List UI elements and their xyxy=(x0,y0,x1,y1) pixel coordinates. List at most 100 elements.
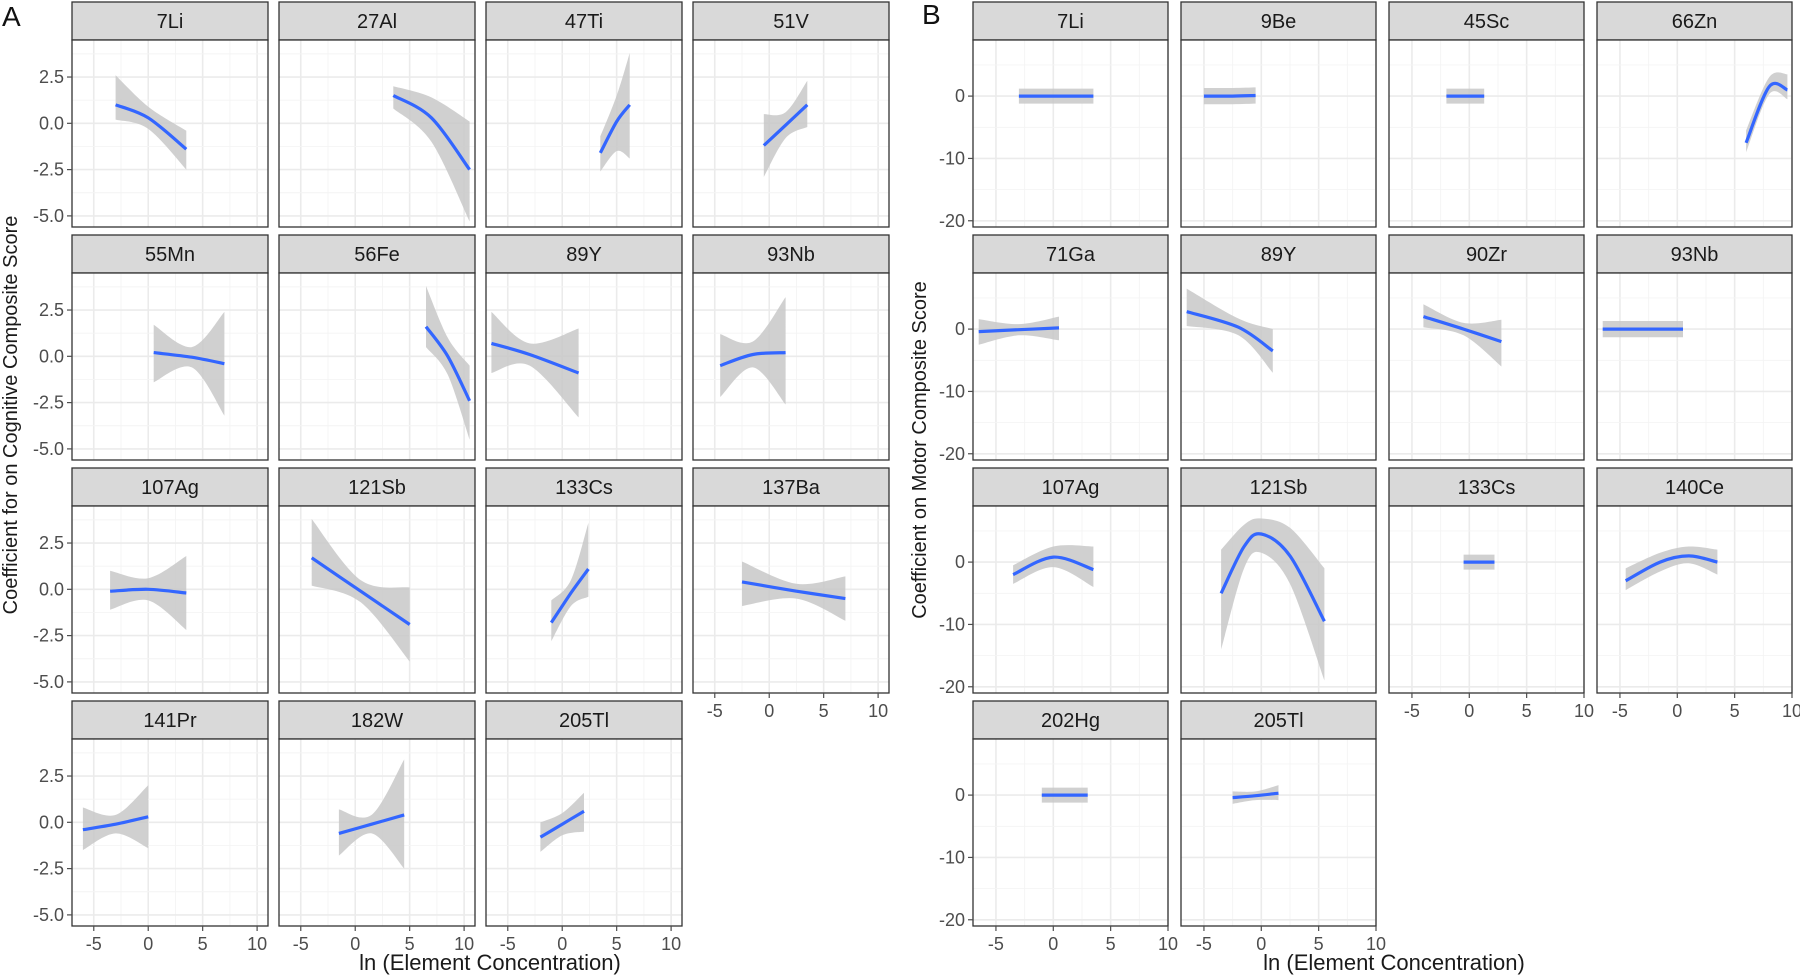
facet-strip xyxy=(1388,1,1585,41)
facet-a-182W: 182W -5 0 5 10 xyxy=(278,700,476,954)
confidence-ribbon xyxy=(338,759,405,869)
panel-background xyxy=(486,739,682,926)
series-layer xyxy=(424,286,472,440)
facet-strip-label: 107Ag xyxy=(141,477,199,499)
x-tick-label: 10 xyxy=(868,701,888,721)
facet-strip xyxy=(1388,467,1585,507)
facet-strip-label: 27Al xyxy=(357,11,397,33)
panel-border xyxy=(972,505,1169,694)
y-tick-label: 2.5 xyxy=(39,67,64,87)
y-tick-label: -20 xyxy=(939,677,965,697)
x-tick-label: 10 xyxy=(1782,701,1800,721)
series-layer xyxy=(1012,545,1094,587)
x-tick-label: 5 xyxy=(1106,934,1116,954)
facet-strip-label: 56Fe xyxy=(354,244,400,266)
facet-b-140Ce: 140Ce -5 0 5 10 xyxy=(1596,467,1800,721)
panel-border xyxy=(1180,39,1377,228)
y-tick-label: 2.5 xyxy=(39,300,64,320)
series-layer xyxy=(338,759,405,869)
series-layer xyxy=(598,53,631,172)
series-layer xyxy=(490,311,580,418)
facet-strip-label: 121Sb xyxy=(348,477,406,499)
panel-background xyxy=(1389,273,1584,460)
facet-strip-label: 47Ti xyxy=(565,11,603,33)
smooth-line xyxy=(1219,532,1326,623)
x-tick-label: 5 xyxy=(612,934,622,954)
smooth-line xyxy=(598,103,631,154)
smooth-line xyxy=(1422,315,1502,344)
smooth-line xyxy=(1203,93,1256,98)
smooth-line xyxy=(549,568,590,624)
smooth-line xyxy=(392,94,471,171)
smooth-line xyxy=(1186,310,1274,353)
facet-strip-label: 45Sc xyxy=(1464,11,1510,33)
x-tick-label: 0 xyxy=(1672,701,1682,721)
facet-strip-label: 66Zn xyxy=(1672,11,1718,33)
facet-strip-label: 9Be xyxy=(1261,11,1297,33)
facet-strip xyxy=(972,467,1169,507)
x-tick-label: -5 xyxy=(293,934,309,954)
series-layer xyxy=(719,297,786,405)
facet-strip-label: 7Li xyxy=(157,11,184,33)
y-tick-label: -5.0 xyxy=(33,439,64,459)
x-tick-label: -5 xyxy=(988,934,1004,954)
facet-a-55Mn: 55Mn -5.0 -2.5 0.0 2.5 xyxy=(33,234,269,461)
x-tick-label: 5 xyxy=(819,701,829,721)
panel-border xyxy=(692,272,890,461)
panel-border xyxy=(972,39,1169,228)
facet-strip-label: 89Y xyxy=(1261,244,1297,266)
panel-border xyxy=(278,39,476,228)
facet-a-27Al: 27Al xyxy=(278,1,476,228)
y-axis-title-a: Coefficient for on Cognitive Composite S… xyxy=(0,216,22,615)
panel-border xyxy=(692,39,890,228)
x-axis-title-b: ln (Element Concentration) xyxy=(1263,950,1525,975)
y-tick-label: -2.5 xyxy=(33,393,64,413)
facet-strip xyxy=(278,1,476,41)
facet-strip xyxy=(1180,234,1377,274)
facet-b-45Sc: 45Sc xyxy=(1388,1,1585,228)
x-tick-label: -5 xyxy=(86,934,102,954)
facet-b-205Tl: 205Tl -5 0 5 10 xyxy=(1180,700,1386,954)
x-tick-label: 10 xyxy=(661,934,681,954)
smooth-line xyxy=(310,556,411,626)
y-tick-label: -20 xyxy=(939,910,965,930)
panel-background xyxy=(1181,739,1376,926)
facet-strip-label: 51V xyxy=(773,11,809,33)
confidence-ribbon xyxy=(115,75,187,170)
facet-a-93Nb: 93Nb xyxy=(692,234,890,461)
x-tick-label: -5 xyxy=(500,934,516,954)
panel-border xyxy=(485,738,683,927)
series-layer xyxy=(1186,288,1274,373)
panel-background xyxy=(1181,40,1376,227)
smooth-line xyxy=(82,815,149,832)
x-tick-label: 10 xyxy=(454,934,474,954)
panel-border xyxy=(1180,505,1377,694)
smooth-line xyxy=(978,326,1060,334)
panel-border xyxy=(278,272,476,461)
x-tick-label: 5 xyxy=(1522,701,1532,721)
facet-a-7Li: 7Li -5.0 -2.5 0.0 2.5 xyxy=(33,1,269,228)
confidence-ribbon xyxy=(1221,518,1325,681)
facet-b-202Hg: 202Hg -20 -10 0 -5 0 5 10 xyxy=(939,700,1178,954)
y-tick-label: -20 xyxy=(939,211,965,231)
smooth-line xyxy=(110,587,187,595)
series-layer xyxy=(1446,88,1485,104)
facet-strip-label: 93Nb xyxy=(767,244,815,266)
facet-strip-label: 7Li xyxy=(1057,11,1084,33)
facet-a-137Ba: 137Ba -5 0 5 10 xyxy=(692,467,890,721)
series-layer xyxy=(1602,321,1683,338)
facet-a-89Y: 89Y xyxy=(485,234,683,461)
panel-border xyxy=(972,272,1169,461)
series-layer xyxy=(978,316,1060,345)
smooth-line xyxy=(762,103,809,147)
panel-border xyxy=(1180,272,1377,461)
y-tick-label: 0 xyxy=(955,319,965,339)
facet-strip xyxy=(1596,234,1793,274)
smooth-line xyxy=(338,813,405,835)
y-axis-title-b: Coefficient on Motor Composite Score xyxy=(909,281,931,619)
facet-strip-label: 205Tl xyxy=(559,710,609,732)
series-layer xyxy=(539,792,585,852)
x-tick-label: 0 xyxy=(764,701,774,721)
series-layer xyxy=(741,561,846,621)
